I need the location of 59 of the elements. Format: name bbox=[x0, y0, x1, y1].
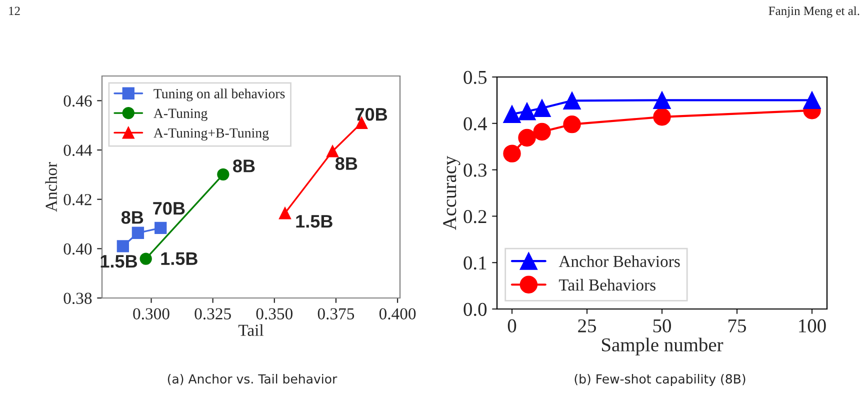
point bbox=[326, 145, 339, 158]
y-axis-title: Anchor bbox=[45, 162, 57, 212]
y-tick-label: 0.42 bbox=[64, 194, 92, 206]
legend-label: A-Tuning+B-Tuning bbox=[154, 128, 269, 141]
x-tick-label: 0.375 bbox=[318, 308, 354, 320]
point bbox=[533, 99, 551, 117]
x-tick-label: 0.400 bbox=[379, 308, 416, 320]
point bbox=[503, 105, 521, 123]
legend-label: A-Tuning bbox=[154, 108, 208, 121]
point bbox=[518, 128, 536, 147]
annotation: 70B bbox=[153, 202, 185, 215]
annotation: 1.5B bbox=[296, 215, 332, 228]
legend-label: Tail Behaviors bbox=[558, 278, 656, 291]
x-tick-label: 75 bbox=[728, 319, 746, 332]
y-tick-label: 0.5 bbox=[464, 70, 487, 84]
x-axis-title: Tail bbox=[238, 324, 264, 336]
text: (b) Few-shot capability (8B) bbox=[574, 374, 746, 386]
y-tick-label: 0.46 bbox=[64, 95, 92, 107]
text: 12 bbox=[9, 6, 20, 16]
legend-label: Tuning on all behaviors bbox=[154, 88, 285, 102]
x-axis-title: Sample number bbox=[602, 338, 724, 356]
x-tick-label: 0.325 bbox=[194, 308, 231, 320]
text: (a) Anchor vs. Tail behavior bbox=[168, 374, 338, 386]
y-tick-label: 0.40 bbox=[64, 243, 92, 255]
point bbox=[278, 207, 292, 220]
point bbox=[803, 91, 821, 110]
annotation: 8B bbox=[335, 157, 358, 170]
legend-label: Anchor Behaviors bbox=[558, 255, 680, 268]
x-tick-label: 25 bbox=[578, 319, 596, 332]
annotation: 8B bbox=[233, 160, 255, 172]
y-tick-label: 0.4 bbox=[464, 117, 487, 130]
point bbox=[533, 122, 551, 141]
point bbox=[140, 252, 152, 265]
y-tick-label: 0.0 bbox=[464, 302, 487, 316]
point bbox=[154, 222, 167, 234]
annotation: 8B bbox=[121, 211, 144, 224]
annotation: 1.5B bbox=[161, 252, 198, 266]
text: Fanjin Meng et al. bbox=[768, 6, 860, 18]
point bbox=[217, 168, 230, 180]
x-tick-label: 0.300 bbox=[133, 308, 170, 320]
y-tick-label: 0.3 bbox=[464, 164, 487, 177]
point bbox=[132, 226, 144, 239]
point bbox=[653, 108, 671, 126]
point bbox=[116, 240, 130, 252]
point bbox=[563, 115, 581, 134]
x-tick-label: 100 bbox=[799, 319, 826, 332]
point bbox=[563, 92, 581, 110]
annotation: 70B bbox=[356, 108, 388, 121]
y-tick-label: 0.1 bbox=[464, 256, 486, 270]
y-tick-label: 0.44 bbox=[64, 144, 92, 156]
y-tick-label: 0.2 bbox=[464, 210, 486, 224]
x-tick-label: 50 bbox=[653, 319, 671, 332]
point bbox=[503, 144, 521, 162]
x-tick-label: 0.350 bbox=[256, 308, 293, 320]
y-tick-label: 0.38 bbox=[64, 292, 92, 304]
y-axis-title: Accuracy bbox=[443, 156, 460, 230]
point bbox=[518, 102, 536, 120]
x-tick-label: 0 bbox=[508, 319, 516, 332]
point bbox=[653, 91, 671, 110]
